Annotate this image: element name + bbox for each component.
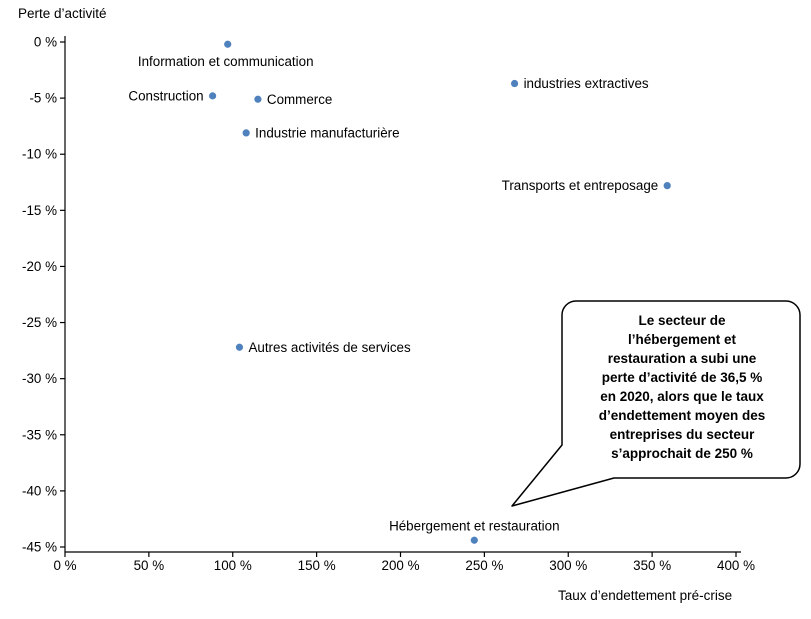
x-axis-title: Taux d’endettement pré-crise [558, 588, 733, 603]
y-tick-label: -20 % [22, 259, 57, 274]
data-point [663, 182, 671, 190]
x-tick-label: 400 % [717, 558, 755, 573]
y-axis-title: Perte d’activité [18, 6, 107, 21]
x-tick-label: 250 % [465, 558, 503, 573]
y-tick-label: -30 % [22, 371, 57, 386]
x-tick-label: 200 % [382, 558, 420, 573]
axes [64, 36, 741, 553]
x-tick-label: 300 % [549, 558, 587, 573]
x-tick-label: 100 % [214, 558, 252, 573]
callout-text: Le secteur de l’hébergement et restaurat… [598, 313, 766, 461]
data-point [242, 129, 250, 137]
callout-bubble [511, 300, 801, 507]
y-tick-label: -45 % [22, 540, 57, 555]
data-point [470, 536, 478, 544]
data-point [235, 343, 244, 351]
x-tick-label: 350 % [633, 558, 671, 573]
y-tick-label: -35 % [22, 427, 57, 442]
y-tick-label: 0 % [34, 35, 57, 50]
point-label: Autres activités de services [248, 340, 411, 355]
point-label: Information et communication [138, 54, 314, 69]
data-point [510, 79, 519, 88]
data-point [224, 40, 232, 48]
point-label: Hébergement et restauration [389, 518, 559, 533]
y-tick-label: -25 % [22, 315, 57, 330]
data-point [254, 95, 262, 103]
point-label: Commerce [267, 92, 332, 107]
point-label: industries extractives [524, 76, 649, 91]
data-point [209, 92, 217, 100]
x-tick-label: 150 % [298, 558, 336, 573]
point-label: Transports et entreposage [502, 178, 659, 193]
y-tick-label: -5 % [29, 91, 57, 106]
point-label: Construction [128, 88, 203, 103]
x-tick-label: 0 % [53, 558, 76, 573]
y-tick-label: -40 % [22, 483, 57, 498]
y-tick-label: -15 % [22, 203, 57, 218]
x-tick-label: 50 % [134, 558, 165, 573]
point-label: Industrie manufacturière [255, 126, 399, 141]
y-tick-label: -10 % [22, 147, 57, 162]
